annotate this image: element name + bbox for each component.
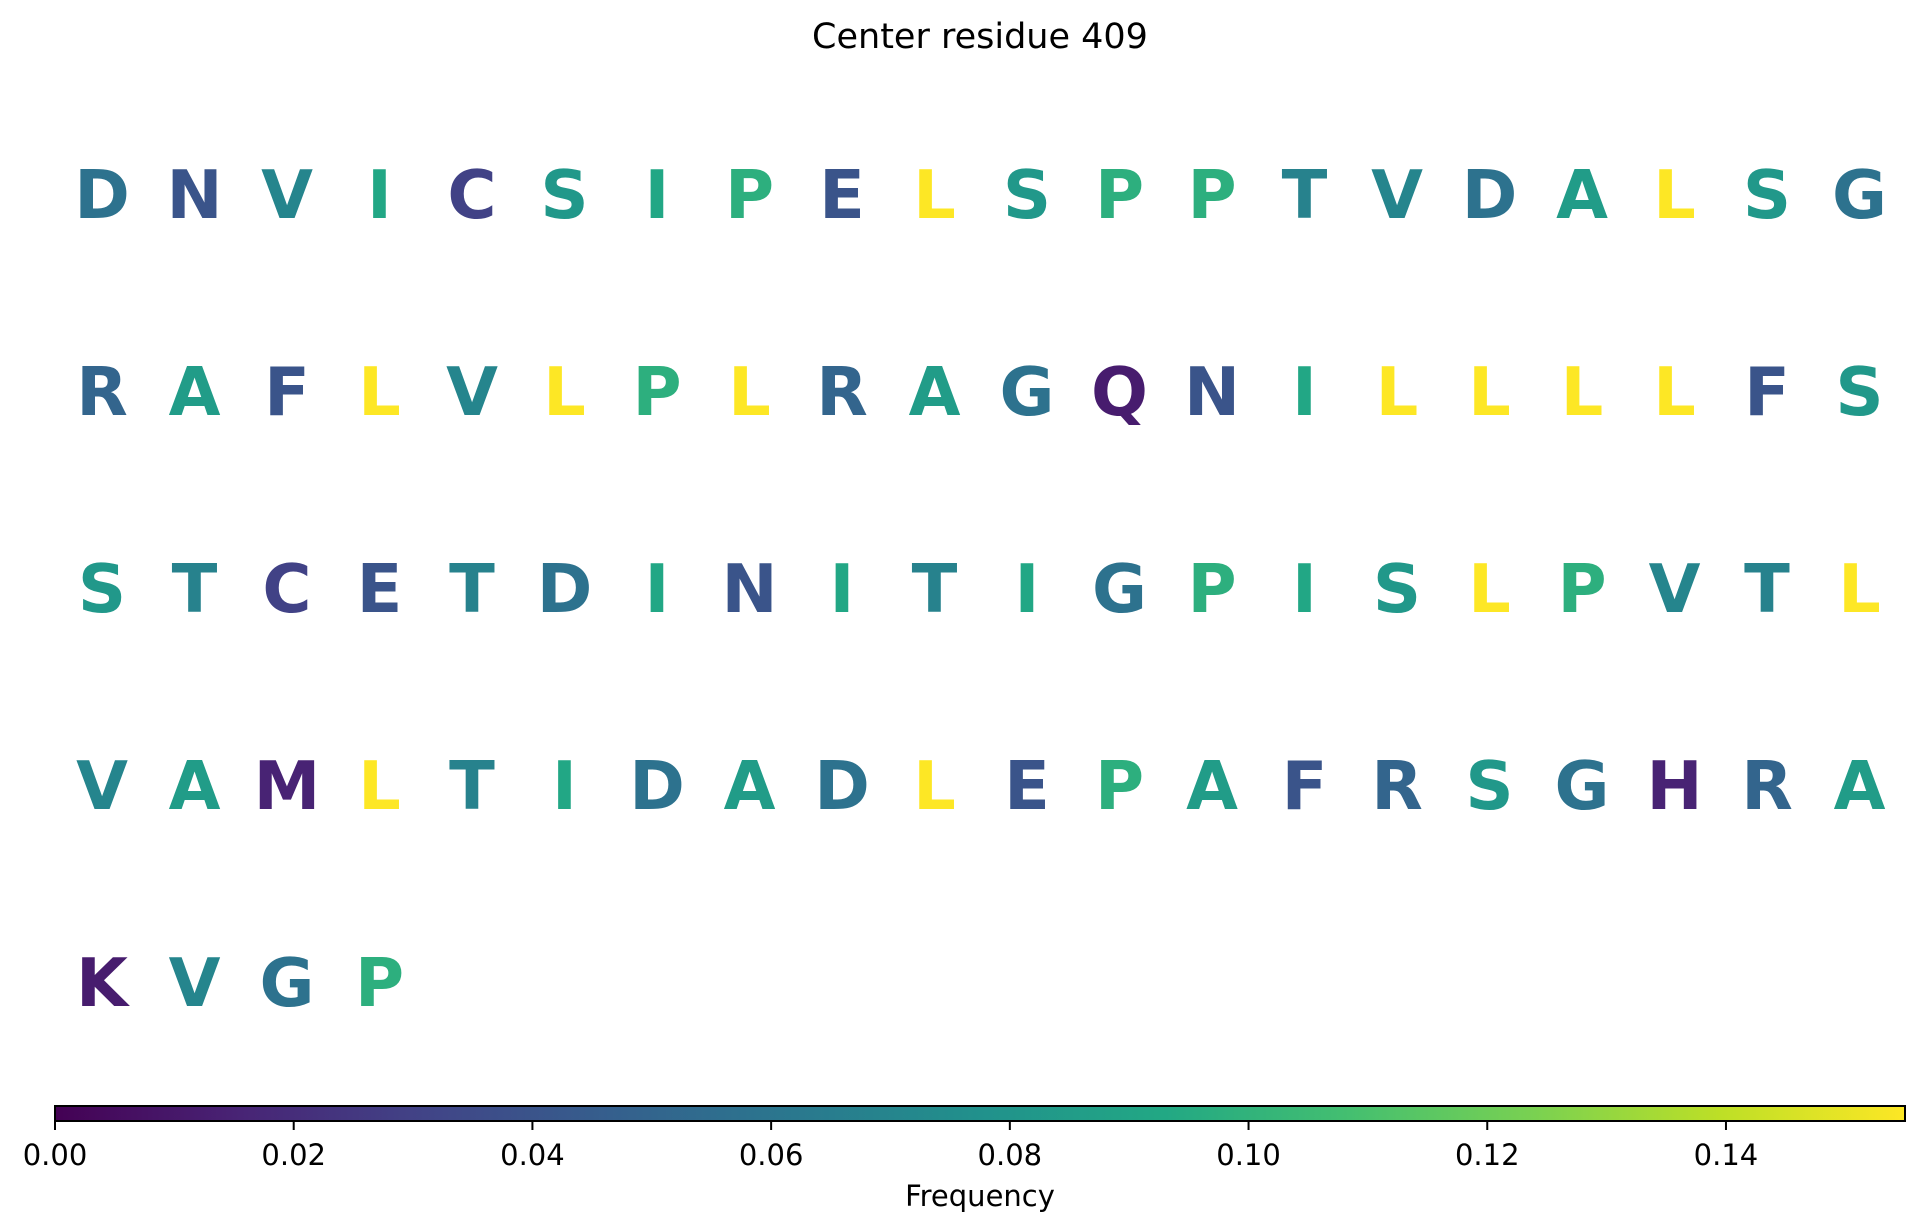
residue-12: P	[1095, 156, 1144, 234]
residue-53: P	[1187, 550, 1236, 628]
residue-59: T	[1744, 550, 1790, 628]
residue-4: I	[367, 156, 392, 234]
residue-41: S	[78, 550, 126, 628]
residue-84: P	[355, 944, 404, 1022]
residue-48: N	[721, 550, 777, 628]
residue-18: L	[1653, 156, 1696, 234]
residue-75: R	[1371, 747, 1423, 825]
residue-58: V	[1649, 550, 1701, 628]
residue-34: I	[1292, 353, 1317, 431]
residue-56: L	[1468, 550, 1511, 628]
residue-65: T	[449, 747, 495, 825]
residue-16: D	[1462, 156, 1518, 234]
residue-31: G	[1000, 353, 1055, 431]
residue-10: L	[913, 156, 956, 234]
residue-46: D	[537, 550, 593, 628]
colorbar-tick-label: 0.00	[23, 1138, 88, 1172]
residue-6: S	[540, 156, 588, 234]
colorbar-ticks: 0.00 0.02 0.04 0.06 0.08 0.10 0.12 0.14	[23, 1121, 1759, 1172]
residue-17: A	[1556, 156, 1608, 234]
residue-1: D	[74, 156, 130, 234]
residue-13: P	[1187, 156, 1236, 234]
residue-76: S	[1465, 747, 1513, 825]
residue-22: A	[169, 353, 221, 431]
residue-27: P	[632, 353, 681, 431]
residue-64: L	[358, 747, 401, 825]
colorbar: 0.00 0.02 0.04 0.06 0.08 0.10 0.12 0.14 Frequen…	[23, 1105, 1906, 1213]
residue-37: L	[1561, 353, 1604, 431]
residue-38: L	[1653, 353, 1696, 431]
residue-33: N	[1184, 353, 1240, 431]
residue-19: S	[1743, 156, 1791, 234]
colorbar-tick-label: 0.14	[1694, 1138, 1759, 1172]
residue-20: G	[1832, 156, 1887, 234]
residue-11: S	[1003, 156, 1051, 234]
residue-30: A	[909, 353, 961, 431]
residue-72: P	[1095, 747, 1144, 825]
residue-49: I	[830, 550, 855, 628]
residue-29: R	[816, 353, 868, 431]
residue-3: V	[261, 156, 313, 234]
residue-15: V	[1371, 156, 1423, 234]
residue-2: N	[166, 156, 222, 234]
residue-36: L	[1468, 353, 1511, 431]
residue-74: F	[1282, 747, 1328, 825]
residue-44: E	[357, 550, 403, 628]
residue-40: S	[1835, 353, 1883, 431]
colorbar-tick-label: 0.12	[1455, 1138, 1520, 1172]
colorbar-tick-label: 0.08	[978, 1138, 1043, 1172]
colorbar-tick-label: 0.10	[1216, 1138, 1281, 1172]
residue-51: I	[1015, 550, 1040, 628]
residue-32: Q	[1091, 353, 1148, 431]
residue-66: I	[552, 747, 577, 825]
residue-55: S	[1373, 550, 1421, 628]
residue-54: I	[1292, 550, 1317, 628]
residue-9: E	[819, 156, 865, 234]
residue-14: T	[1282, 156, 1328, 234]
residue-52: G	[1092, 550, 1147, 628]
residue-78: H	[1646, 747, 1702, 825]
residue-7: I	[645, 156, 670, 234]
residue-68: A	[724, 747, 776, 825]
residue-60: L	[1838, 550, 1881, 628]
residue-26: L	[543, 353, 586, 431]
residue-8: P	[725, 156, 774, 234]
residue-71: E	[1004, 747, 1050, 825]
chart-title: Center residue 409	[812, 17, 1148, 57]
residue-73: A	[1186, 747, 1238, 825]
residue-grid: D N V I C S I P E L S P P T V D A L S GR A F L V L P L R A G Q N I L L L L F S…	[74, 156, 1887, 1022]
residue-47: I	[645, 550, 670, 628]
residue-80: A	[1834, 747, 1886, 825]
residue-61: V	[76, 747, 128, 825]
residue-28: L	[728, 353, 771, 431]
colorbar-tick-label: 0.02	[261, 1138, 326, 1172]
residue-81: K	[76, 944, 130, 1022]
residue-21: R	[76, 353, 128, 431]
residue-43: C	[262, 550, 311, 628]
residue-50: T	[912, 550, 958, 628]
colorbar-tick-label: 0.06	[739, 1138, 804, 1172]
residue-57: P	[1557, 550, 1606, 628]
residue-45: T	[449, 550, 495, 628]
residue-24: L	[358, 353, 401, 431]
residue-82: V	[169, 944, 221, 1022]
residue-23: F	[264, 353, 310, 431]
residue-62: A	[169, 747, 221, 825]
residue-70: L	[913, 747, 956, 825]
residue-25: V	[446, 353, 498, 431]
residue-69: D	[814, 747, 870, 825]
residue-83: G	[260, 944, 315, 1022]
colorbar-label: Frequency	[905, 1179, 1055, 1213]
colorbar-gradient	[54, 1105, 1906, 1122]
residue-5: C	[447, 156, 496, 234]
residue-63: M	[254, 747, 321, 825]
colorbar-tick-label: 0.04	[500, 1138, 565, 1172]
residue-35: L	[1376, 353, 1419, 431]
residue-42: T	[172, 550, 218, 628]
residue-39: F	[1744, 353, 1790, 431]
residue-77: G	[1555, 747, 1610, 825]
residue-79: R	[1741, 747, 1793, 825]
residue-67: D	[629, 747, 685, 825]
